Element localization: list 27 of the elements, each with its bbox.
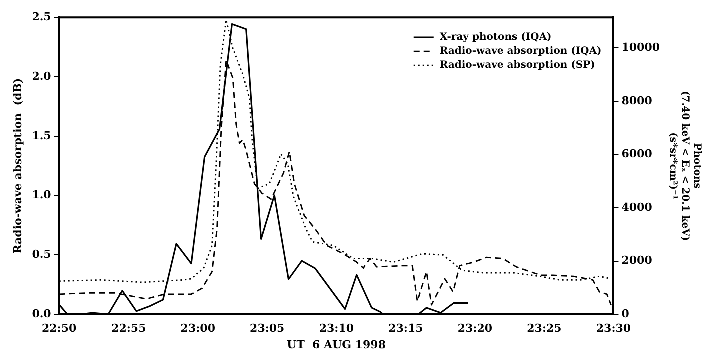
y2-tick-label: 10000 (622, 41, 660, 54)
y-tick-label: 1.5 (32, 129, 52, 142)
x-tick-label: 23:30 (596, 322, 632, 336)
x-tick-label: 22:50 (42, 322, 78, 336)
legend-label: X-ray photons (IQA) (440, 32, 552, 44)
y-tick-label: 0.0 (32, 307, 52, 320)
legend-label: Radio-wave absorption (SP) (440, 60, 596, 72)
y-axis-title: Radio-wave absorption (dB) (11, 78, 24, 254)
x-tick-label: 23:05 (250, 322, 285, 336)
y2-tick-label: 8000 (622, 94, 653, 108)
x-tick-label: 23:10 (319, 322, 354, 336)
y2-tick-label: 0 (622, 307, 630, 320)
y-tick-label: 1.0 (32, 188, 52, 202)
x-axis-title: UT 6 AUG 1998 (287, 338, 386, 352)
y2-tick-label: 2000 (622, 254, 653, 268)
x-tick-label: 23:00 (180, 322, 216, 336)
x-tick-label: 23:20 (458, 322, 493, 336)
y2-tick-label: 4000 (622, 200, 653, 214)
y-tick-label: 2.5 (32, 10, 52, 24)
y-tick-label: 2.0 (32, 70, 52, 83)
x-tick-label: 23:25 (527, 322, 562, 336)
y2-axis-title: Photons (7.40 keV < Eₓ < 20.1 keV) (s*sr*cm²)⁻¹ (667, 90, 702, 242)
x-tick-label: 22:55 (112, 322, 146, 336)
x-tick-label: 23:15 (388, 322, 424, 336)
y2-tick-label: 6000 (622, 148, 653, 161)
y-tick-label: 0.5 (32, 248, 52, 262)
legend-label: Radio-wave absorption (IQA) (440, 46, 602, 58)
